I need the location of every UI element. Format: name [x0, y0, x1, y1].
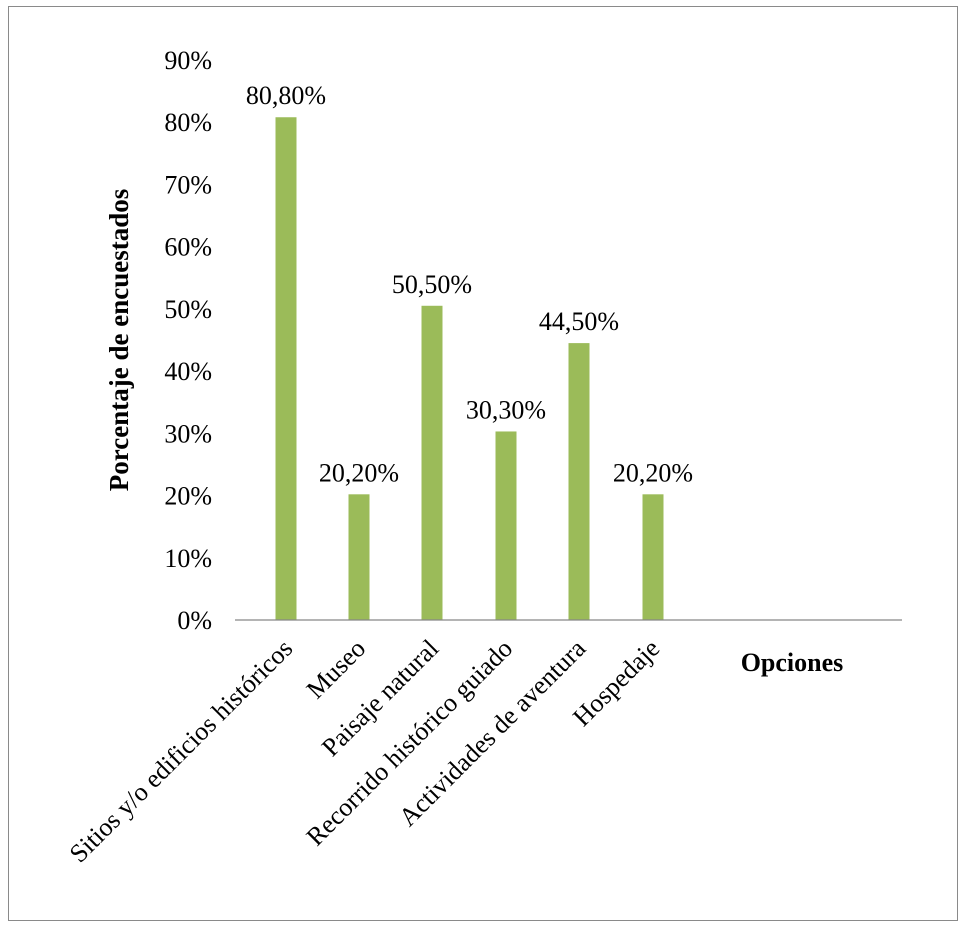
y-tick-label: 50% [164, 295, 212, 324]
y-tick-label: 30% [164, 419, 212, 448]
data-labels: 80,80% 20,20% 50,50% 30,30% 44,50% 20,20% [246, 81, 693, 487]
y-axis-ticks: 0% 10% 20% 30% 40% 50% 60% 70% 80% 90% [164, 46, 212, 635]
chart-frame [8, 6, 958, 921]
x-axis-label: Opciones [741, 648, 844, 677]
bar [568, 343, 590, 620]
y-tick-label: 10% [164, 544, 212, 573]
data-label: 44,50% [539, 307, 619, 336]
y-tick-label: 0% [177, 606, 212, 635]
data-label: 20,20% [613, 458, 693, 487]
y-tick-label: 40% [164, 357, 212, 386]
y-axis-label: Porcentaje de encuestados [104, 189, 134, 491]
bars [275, 117, 664, 620]
data-label: 20,20% [319, 458, 399, 487]
x-tick-label: Sitios y/o edificios históricos [64, 634, 298, 868]
x-axis-ticks: Sitios y/o edificios históricos MuseoPais… [64, 633, 665, 868]
bar [421, 305, 443, 620]
x-tick-label: Museo [301, 634, 372, 705]
y-tick-label: 60% [164, 233, 212, 262]
data-label: 30,30% [466, 395, 546, 424]
y-tick-label: 90% [164, 46, 212, 75]
data-label: 80,80% [246, 81, 326, 110]
bar [275, 117, 297, 620]
bar [348, 494, 370, 620]
data-label: 50,50% [392, 270, 472, 299]
bar [495, 431, 517, 620]
y-tick-label: 20% [164, 482, 212, 511]
bar [642, 494, 664, 620]
y-tick-label: 70% [164, 170, 212, 199]
y-tick-label: 80% [164, 108, 212, 137]
